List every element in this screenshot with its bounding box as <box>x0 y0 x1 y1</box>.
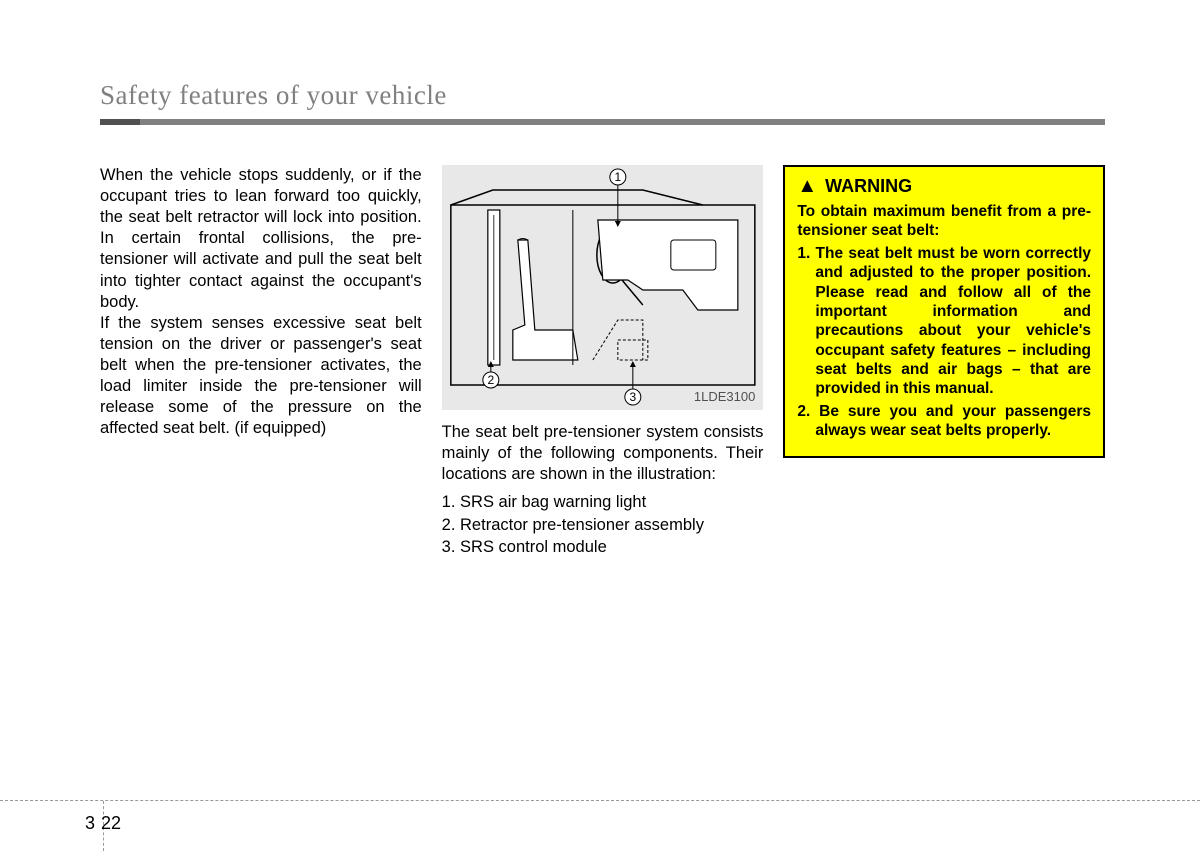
component-item: 1. SRS air bag warning light <box>442 491 764 513</box>
page-number: 3 22 <box>85 813 121 834</box>
callout-number: 2 <box>487 373 494 387</box>
warning-item: 1. The seat belt must be worn correctly … <box>797 244 1091 399</box>
column-center: 1 2 3 1LDE3100 The seat belt pre-tension… <box>442 165 764 558</box>
illustration-caption: The seat belt pre-tensioner system consi… <box>442 422 764 485</box>
component-item: 2. Retractor pre-tensioner assembly <box>442 514 764 536</box>
warning-intro: To obtain maximum benefit from a pre-ten… <box>797 202 1091 241</box>
page-num: 22 <box>101 813 121 834</box>
callout-number: 3 <box>629 390 636 404</box>
warning-icon: ▲ <box>797 175 817 198</box>
page-title: Safety features of your vehicle <box>100 80 1105 111</box>
warning-header: ▲ WARNING <box>797 175 1091 198</box>
vehicle-illustration: 1 2 3 1LDE3100 <box>442 165 764 410</box>
page-header: Safety features of your vehicle <box>100 80 1105 111</box>
body-paragraph: When the vehicle stops suddenly, or if t… <box>100 165 422 313</box>
header-rule <box>100 119 1105 125</box>
warning-title: WARNING <box>825 176 912 197</box>
illustration-code: 1LDE3100 <box>694 389 755 404</box>
column-left: When the vehicle stops suddenly, or if t… <box>100 165 422 558</box>
section-number: 3 <box>85 813 95 834</box>
component-item: 3. SRS control module <box>442 536 764 558</box>
warning-item: 2. Be sure you and your passengers alway… <box>797 402 1091 441</box>
warning-box: ▲ WARNING To obtain maximum benefit from… <box>783 165 1105 458</box>
page-footer: 3 22 <box>0 800 1200 801</box>
callout-number: 1 <box>614 170 621 184</box>
vehicle-diagram-svg: 1 2 3 <box>442 165 764 410</box>
body-paragraph: If the system senses excessive seat belt… <box>100 313 422 440</box>
column-right: ▲ WARNING To obtain maximum benefit from… <box>783 165 1105 558</box>
content-area: When the vehicle stops suddenly, or if t… <box>100 165 1105 558</box>
